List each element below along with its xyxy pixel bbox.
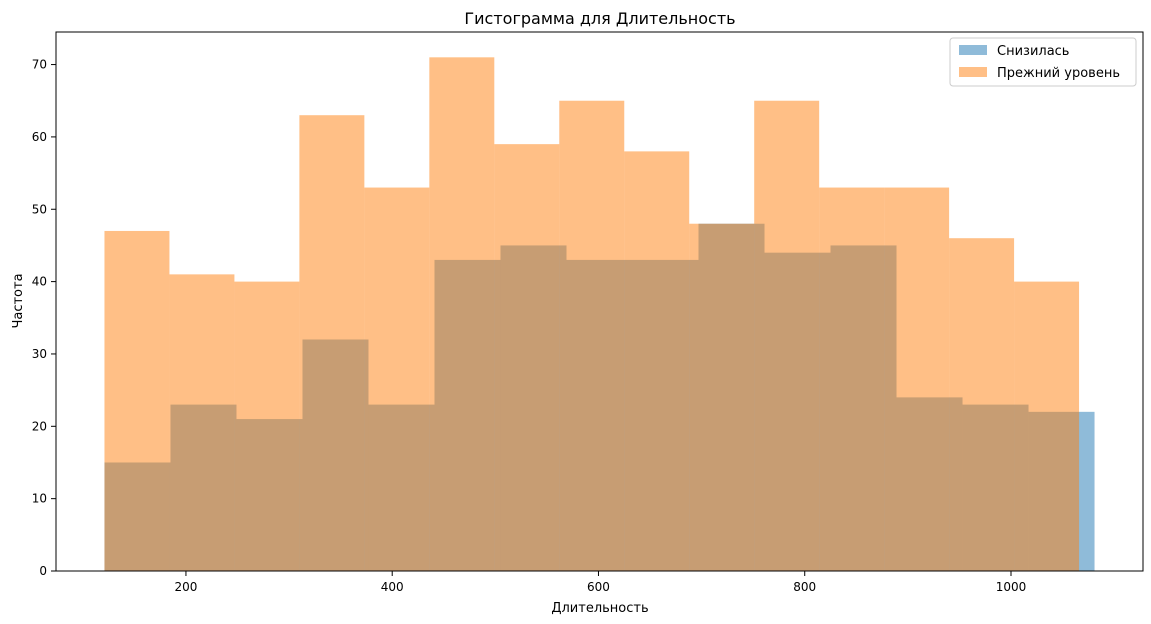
y-tick-label: 30: [32, 347, 47, 361]
y-axis-ticks: 0 10 20 30 40 50 60 70: [32, 58, 56, 578]
histogram-bar: [104, 230, 170, 572]
legend-frame: [949, 37, 1137, 87]
series-1: [104, 57, 1080, 572]
histogram-bar: [754, 100, 820, 572]
histogram-bar: [169, 274, 235, 571]
histogram-bar: [949, 238, 1015, 571]
x-tick-label: 600: [587, 580, 610, 594]
y-tick-label: 0: [39, 564, 47, 578]
legend-swatch-prezhniy-uroven: [959, 67, 987, 77]
x-axis-label: Длительность: [551, 601, 648, 616]
y-tick-label: 10: [32, 492, 47, 506]
histogram-bar: [819, 187, 885, 571]
x-tick-label: 800: [793, 580, 816, 594]
histogram-bar: [624, 151, 690, 571]
y-tick-label: 70: [32, 58, 47, 72]
legend-swatch-snizilas: [959, 45, 987, 55]
histogram-bar: [689, 223, 755, 571]
histogram-bar: [494, 144, 560, 572]
y-axis-label: Частота: [11, 273, 26, 328]
x-tick-label: 1000: [996, 580, 1027, 594]
histogram-bar: [234, 281, 300, 571]
y-tick-label: 40: [32, 275, 47, 289]
histogram-bar: [429, 57, 495, 572]
histogram-bar: [299, 115, 365, 571]
y-tick-label: 20: [32, 419, 47, 433]
y-tick-label: 50: [32, 202, 47, 216]
histogram-bar: [884, 187, 950, 571]
x-tick-label: 400: [381, 580, 404, 594]
legend-label-snizilas: Снизилась: [997, 44, 1069, 59]
chart-title: Гистограмма для Длительность: [464, 9, 735, 28]
histogram-bar: [364, 187, 430, 571]
legend: Снизилась Прежний уровень: [949, 37, 1137, 87]
plot-frame: [55, 31, 1144, 572]
histogram-bar: [559, 100, 625, 572]
legend-label-prezhniy-uroven: Прежний уровень: [997, 66, 1120, 81]
y-tick-label: 60: [32, 130, 47, 144]
histogram-bar: [1014, 281, 1080, 571]
bars-layer: [104, 57, 1095, 572]
x-axis-ticks: 200 400 600 800 1000: [174, 571, 1026, 594]
x-tick-label: 200: [174, 580, 197, 594]
